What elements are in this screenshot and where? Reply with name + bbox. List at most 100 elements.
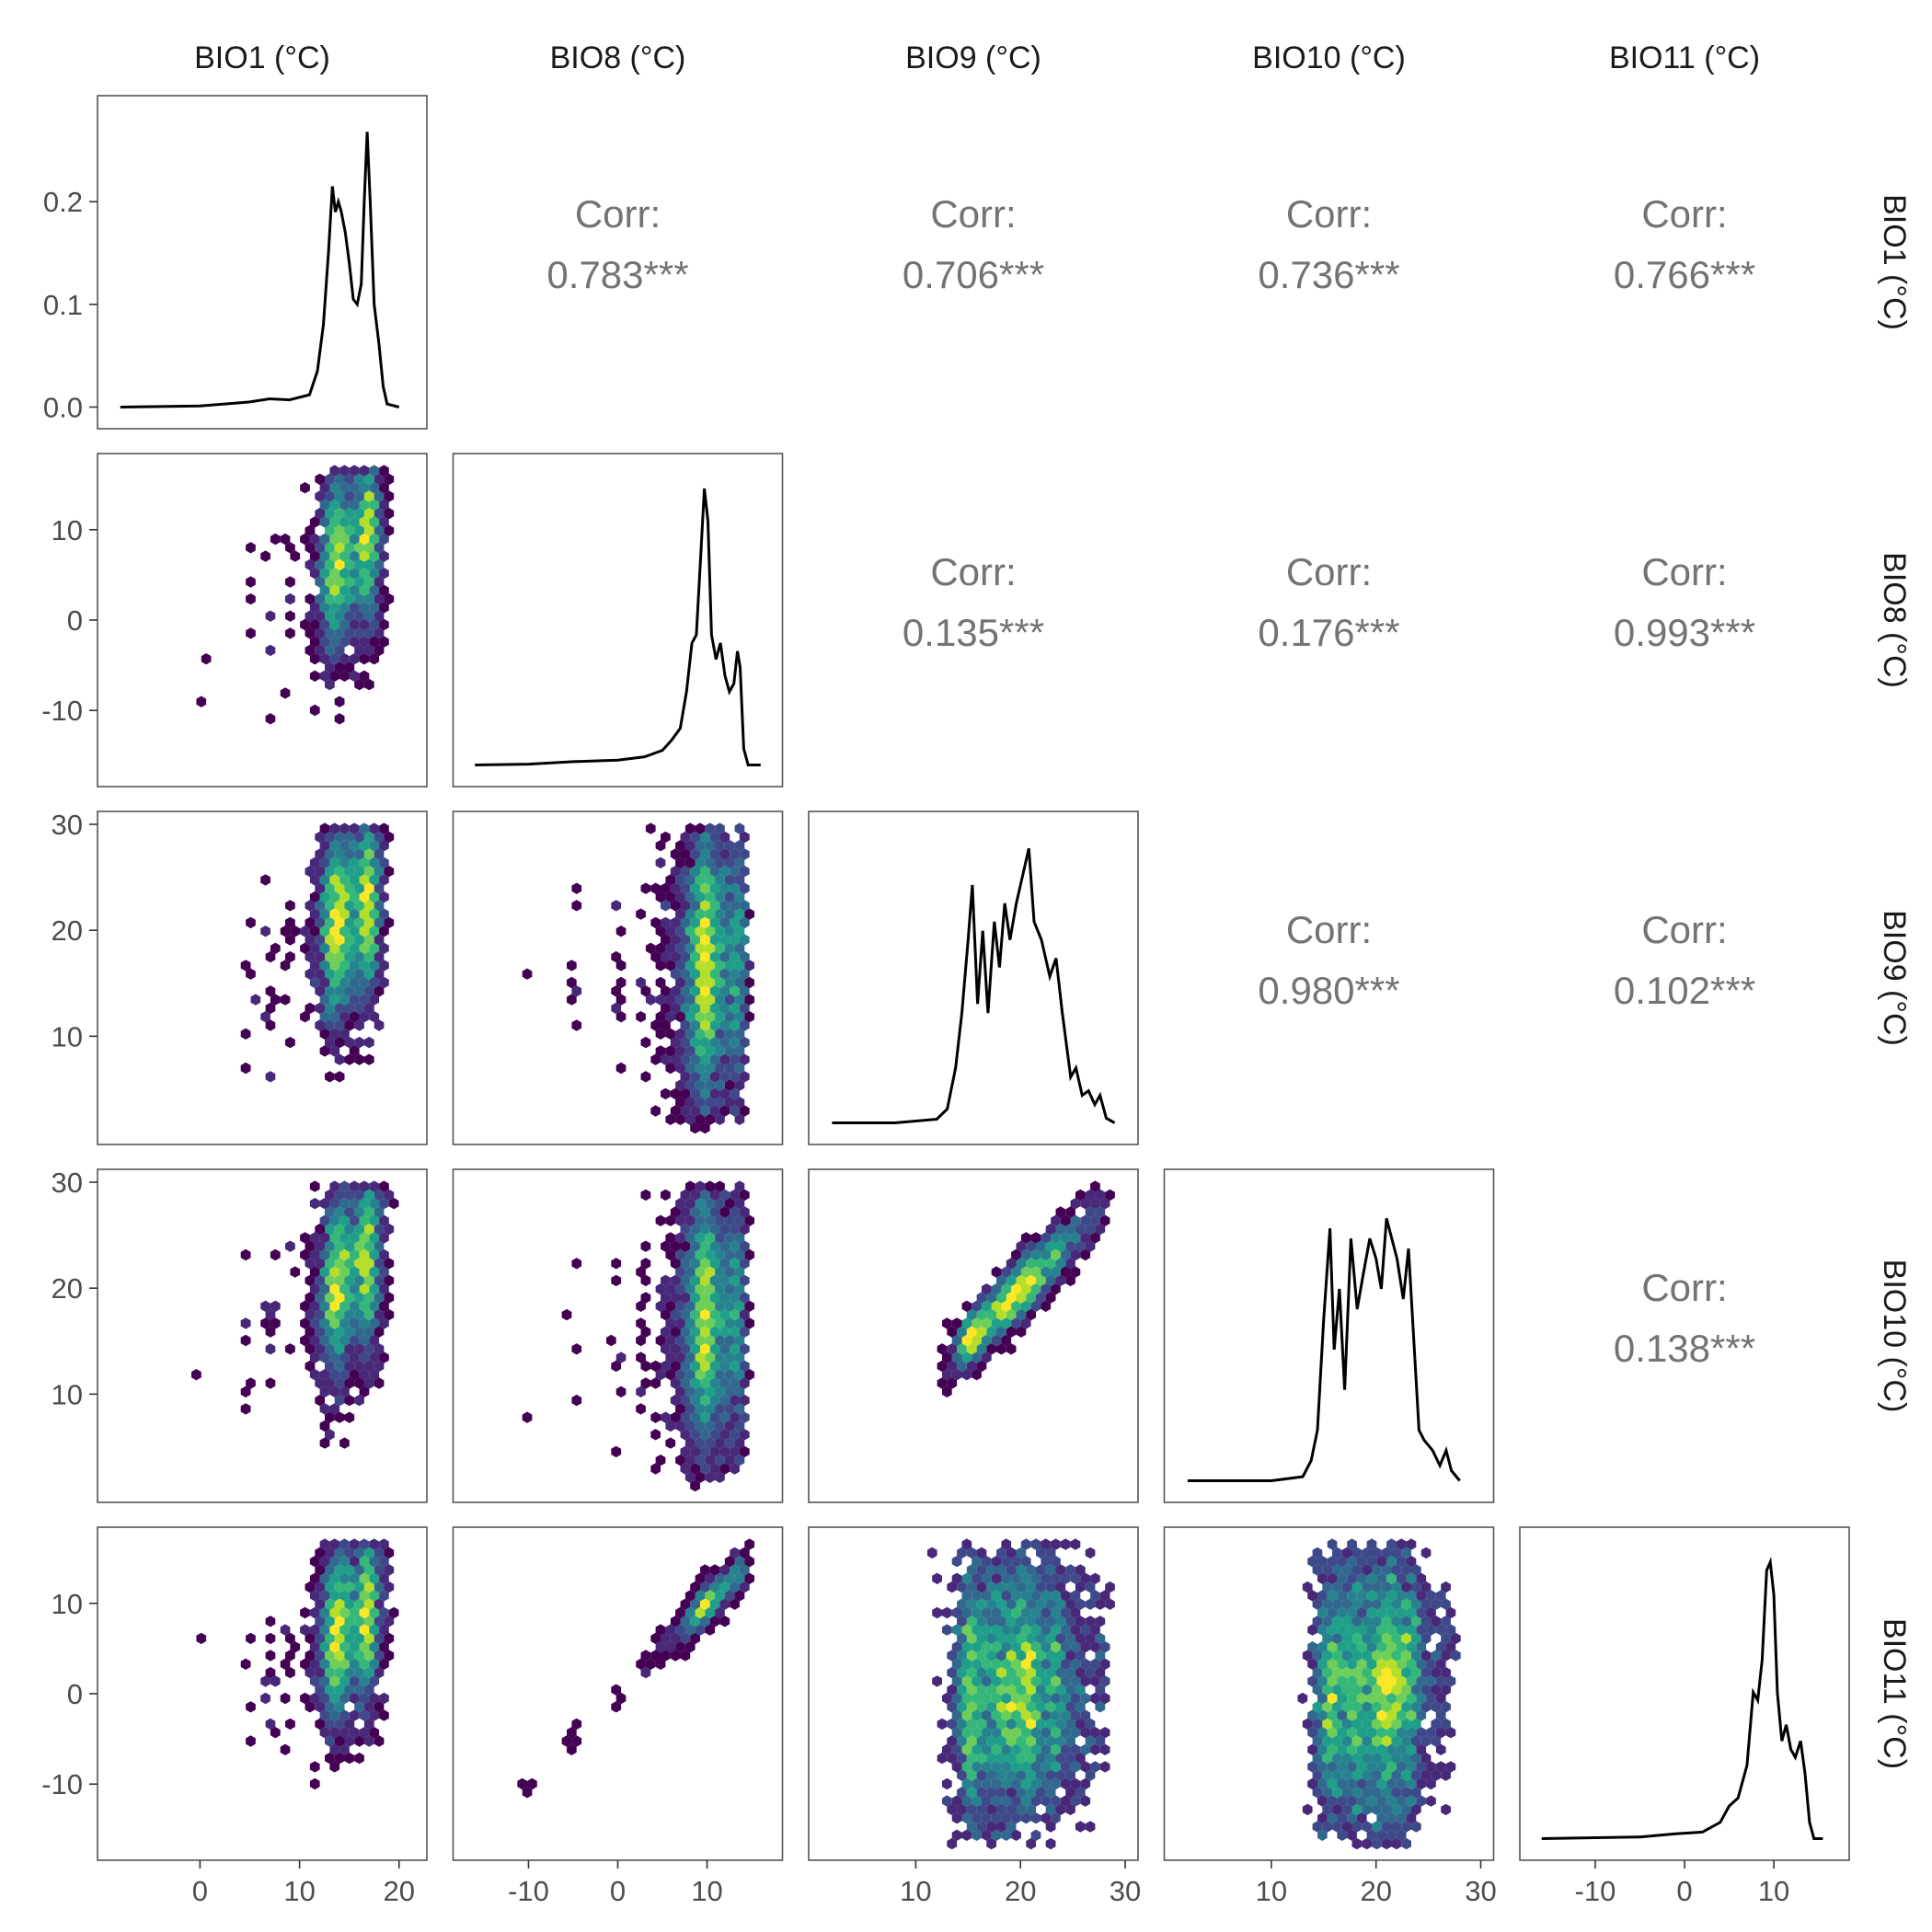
hexbin — [374, 934, 385, 946]
hexbin — [1420, 1735, 1432, 1747]
hexbin — [1386, 1590, 1397, 1602]
hexbin — [1381, 1564, 1392, 1576]
hexbin — [684, 1317, 696, 1329]
hexbin — [636, 1300, 646, 1312]
hexbin — [354, 1019, 364, 1031]
hexbin — [1030, 1283, 1041, 1295]
hexbin — [1416, 1572, 1427, 1584]
hexbin — [661, 1019, 671, 1031]
hexbin — [329, 482, 340, 494]
hexbin — [325, 848, 335, 860]
hexbin — [1307, 1641, 1317, 1653]
hexbin — [700, 1053, 710, 1065]
hexbin — [739, 1360, 750, 1373]
hexbin — [670, 1240, 681, 1252]
hexbin — [1356, 1641, 1367, 1653]
hexbin — [695, 976, 706, 989]
hexbin — [650, 1632, 661, 1645]
hexbin — [957, 1343, 967, 1355]
hexbin — [661, 1411, 671, 1423]
hexbin — [1341, 1718, 1352, 1731]
hexbin — [715, 1351, 725, 1363]
hexbin — [1036, 1684, 1046, 1696]
hexbin — [1332, 1666, 1342, 1679]
hexbin — [349, 1198, 360, 1210]
hexbin — [329, 1351, 340, 1363]
hexbin — [1327, 1538, 1338, 1550]
hexbin — [305, 865, 316, 878]
hexbin — [309, 874, 320, 886]
hexbin — [379, 499, 389, 511]
hexbin — [695, 822, 706, 834]
hexbin — [700, 1087, 710, 1100]
hexbin — [1317, 1777, 1328, 1790]
hexbin — [1016, 1666, 1027, 1679]
hexbin — [1041, 1709, 1052, 1721]
hexbin — [996, 1581, 1006, 1593]
hexbin — [1045, 1803, 1056, 1816]
hexbin — [1426, 1606, 1436, 1619]
hexbin — [665, 1334, 676, 1347]
hexbin — [309, 1692, 320, 1705]
hexbin — [1416, 1709, 1427, 1721]
hexbin — [991, 1624, 1002, 1636]
hexbin — [1386, 1624, 1397, 1636]
hexbin — [567, 976, 577, 989]
hexbin — [374, 900, 385, 912]
row-header-3: BIO10 (°C) — [1877, 1259, 1912, 1413]
hexbin — [734, 1232, 745, 1244]
hexbin — [1055, 1803, 1066, 1816]
hexbin — [246, 916, 256, 929]
hexbin — [369, 1606, 380, 1619]
hexbin — [709, 1071, 720, 1083]
hexbin — [240, 1658, 251, 1670]
hexbin — [1051, 1556, 1061, 1568]
hexbin — [339, 618, 350, 631]
hexbin — [996, 1326, 1006, 1338]
hexbin — [567, 960, 577, 972]
hexbin — [670, 1002, 681, 1015]
hexbin — [339, 874, 350, 886]
hexbin — [684, 874, 696, 886]
hexbin — [344, 1666, 355, 1679]
hexbin — [1396, 1795, 1407, 1807]
hexbin — [640, 1274, 651, 1287]
hexbin — [571, 900, 582, 912]
hexbin — [650, 916, 661, 929]
hexbin — [1396, 1658, 1407, 1670]
hexbin — [349, 1590, 360, 1602]
hexbin — [319, 1556, 330, 1568]
hexbin — [655, 976, 666, 989]
hexbin — [363, 678, 374, 691]
hexbin — [329, 1198, 340, 1210]
hexbin — [684, 960, 696, 972]
hexbin — [270, 1248, 281, 1261]
hexbin — [739, 934, 750, 946]
hexbin — [1411, 1581, 1421, 1593]
x-tick-label: 0 — [192, 1875, 208, 1907]
hexbin — [996, 1684, 1006, 1696]
hexbin — [1411, 1598, 1421, 1610]
hexbin — [739, 1411, 750, 1423]
hexbin — [739, 1564, 750, 1576]
hexbin — [670, 916, 681, 929]
hexbin — [1356, 1795, 1367, 1807]
hexbin — [684, 1437, 696, 1449]
hexbin — [1391, 1769, 1402, 1781]
hexbin — [1317, 1641, 1328, 1653]
hexbin — [947, 1666, 958, 1679]
hexbin — [1401, 1684, 1411, 1696]
hexbin — [734, 1590, 745, 1602]
hexbin — [680, 865, 691, 878]
hexbin — [329, 1692, 340, 1705]
hexbin — [1080, 1692, 1091, 1705]
hexbin — [1441, 1701, 1451, 1713]
hexbin — [369, 1232, 380, 1244]
hexbin — [991, 1675, 1002, 1687]
hexbin — [363, 1206, 374, 1218]
hexbin — [246, 627, 256, 639]
hexbin — [1435, 1658, 1446, 1670]
hexbin — [1105, 1189, 1115, 1202]
hexbin — [1307, 1761, 1317, 1773]
hexbin — [354, 1650, 364, 1662]
